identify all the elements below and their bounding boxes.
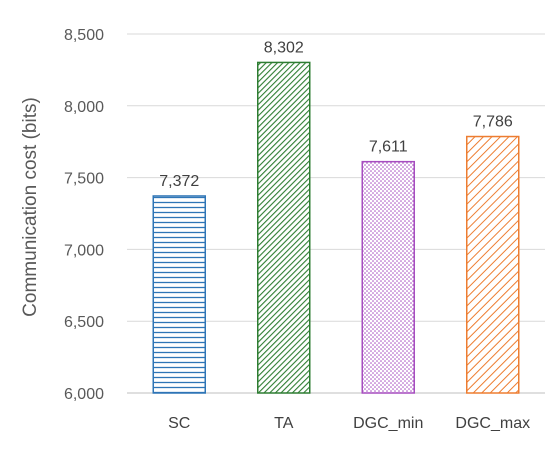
y-tick-label: 8,000 [64,99,104,116]
y-tick-label: 6,500 [64,314,104,331]
data-label: 7,786 [473,114,513,131]
x-axis-ticks: SC TA DGC_min DGC_max [168,415,530,432]
bar-dgc-max [466,135,520,394]
bar-ta [257,61,311,394]
y-axis-ticks: 6,000 6,500 7,000 7,500 8,000 8,500 [64,27,104,403]
y-tick-label: 6,000 [64,386,104,403]
x-tick-label: TA [274,415,294,432]
x-tick-label: DGC_min [353,415,423,432]
bar-sc [152,195,206,394]
y-tick-label: 7,000 [64,242,104,259]
data-label: 7,372 [159,173,199,190]
data-label: 8,302 [264,39,304,56]
x-tick-label: DGC_max [455,415,530,432]
data-label: 7,611 [369,139,408,156]
bars [152,61,520,394]
y-tick-label: 7,500 [64,171,104,188]
y-tick-label: 8,500 [64,27,104,44]
x-tick-label: SC [168,415,190,432]
data-labels: 7,372 8,302 7,611 7,786 [159,39,513,190]
y-axis-title: Communication cost (bits) [20,97,41,317]
bar-dgc-min [361,160,415,394]
